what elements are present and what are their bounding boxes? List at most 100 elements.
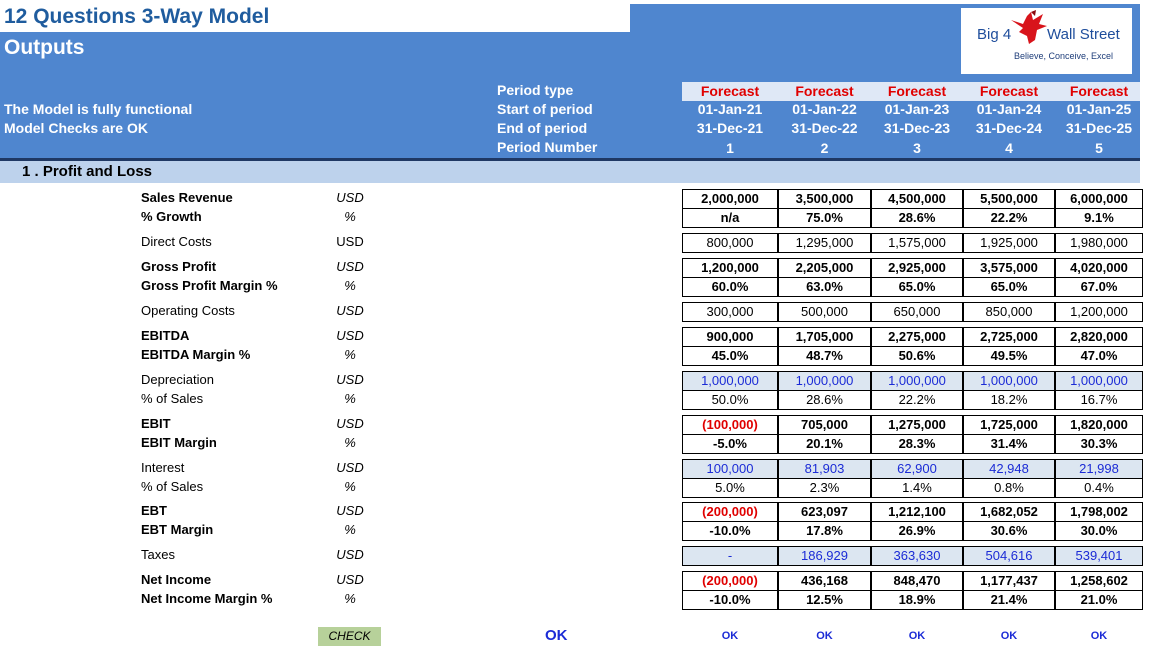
period-number-5: 5 bbox=[1095, 140, 1103, 156]
model-title: 12 Questions 3-Way Model bbox=[4, 5, 270, 28]
period-number-2: 2 bbox=[820, 140, 829, 156]
value-cell[interactable]: 186,929 bbox=[778, 546, 871, 566]
value-cell: 12.5% bbox=[778, 590, 871, 610]
value-cell: 3,575,000 bbox=[963, 258, 1055, 278]
value-cell[interactable]: - bbox=[682, 546, 778, 566]
row-label: EBT bbox=[141, 503, 167, 518]
row-label: Operating Costs bbox=[141, 303, 235, 318]
row-unit: USD bbox=[336, 416, 364, 431]
row-label: Gross Profit bbox=[141, 259, 217, 274]
period-start-5: 01-Jan-25 bbox=[1066, 101, 1132, 117]
row-unit: % bbox=[344, 435, 356, 450]
period-number-3: 3 bbox=[913, 140, 921, 156]
value-cell: 2,820,000 bbox=[1055, 327, 1143, 347]
value-cell: 30.6% bbox=[963, 521, 1055, 541]
value-cell: 9.1% bbox=[1055, 208, 1143, 228]
value-cell: 1,820,000 bbox=[1055, 415, 1143, 435]
period-start-2: 01-Jan-22 bbox=[792, 101, 857, 117]
period-end-2: 31-Dec-22 bbox=[791, 120, 858, 136]
forecast-row-band bbox=[682, 82, 1140, 101]
period-start-label: Start of period bbox=[497, 101, 593, 117]
value-cell: 48.7% bbox=[778, 346, 871, 366]
value-cell: 28.3% bbox=[871, 434, 963, 454]
value-cell: 1,258,602 bbox=[1055, 571, 1143, 591]
row-label: % Growth bbox=[141, 209, 202, 224]
row-unit: USD bbox=[336, 460, 364, 475]
value-cell: 0.8% bbox=[963, 478, 1055, 498]
period-check-4: OK bbox=[1000, 630, 1018, 642]
value-cell: 1,725,000 bbox=[963, 415, 1055, 435]
value-cell: 75.0% bbox=[778, 208, 871, 228]
value-cell: 2.3% bbox=[778, 478, 871, 498]
company-logo: Big 4 Wall Street Believe, Conceive, Exc… bbox=[961, 8, 1132, 74]
sheet-subtitle: Outputs bbox=[4, 36, 85, 59]
value-cell: 1,200,000 bbox=[682, 258, 778, 278]
value-cell: 63.0% bbox=[778, 277, 871, 297]
row-label: Gross Profit Margin % bbox=[141, 278, 278, 293]
period-end-3: 31-Dec-23 bbox=[883, 120, 951, 136]
row-unit: USD bbox=[336, 572, 364, 587]
row-unit: USD bbox=[336, 259, 364, 274]
value-cell: 18.9% bbox=[871, 590, 963, 610]
value-cell: 28.6% bbox=[871, 208, 963, 228]
value-cell[interactable]: 363,630 bbox=[871, 546, 963, 566]
value-cell: 2,205,000 bbox=[778, 258, 871, 278]
row-label: EBITDA bbox=[141, 328, 190, 343]
period-number-1: 1 bbox=[726, 140, 734, 156]
value-cell: 22.2% bbox=[963, 208, 1055, 228]
row-label: % of Sales bbox=[141, 391, 204, 406]
period-number-4: 4 bbox=[1005, 140, 1013, 156]
row-unit: % bbox=[344, 522, 356, 537]
row-unit: USD bbox=[336, 234, 364, 249]
period-number-label: Period Number bbox=[497, 139, 598, 155]
value-cell: 0.4% bbox=[1055, 478, 1143, 498]
value-cell[interactable]: 1,000,000 bbox=[963, 371, 1055, 391]
value-cell[interactable]: 1,000,000 bbox=[682, 371, 778, 391]
row-unit: USD bbox=[336, 303, 364, 318]
period-end-1: 31-Dec-21 bbox=[696, 120, 764, 136]
value-cell: 900,000 bbox=[682, 327, 778, 347]
value-cell[interactable]: 1,000,000 bbox=[778, 371, 871, 391]
value-cell: 500,000 bbox=[778, 302, 871, 322]
value-cell: 30.3% bbox=[1055, 434, 1143, 454]
value-cell[interactable]: 21,998 bbox=[1055, 459, 1143, 479]
value-cell: 1,295,000 bbox=[778, 233, 871, 253]
value-cell[interactable]: 1,000,000 bbox=[871, 371, 963, 391]
value-cell: 50.6% bbox=[871, 346, 963, 366]
value-cell: 2,925,000 bbox=[871, 258, 963, 278]
value-cell[interactable]: 504,616 bbox=[963, 546, 1055, 566]
value-cell[interactable]: 539,401 bbox=[1055, 546, 1143, 566]
value-cell[interactable]: 100,000 bbox=[682, 459, 778, 479]
header-separator bbox=[0, 158, 1140, 161]
value-cell: (200,000) bbox=[682, 502, 778, 522]
value-cell: 50.0% bbox=[682, 390, 778, 410]
value-cell: -10.0% bbox=[682, 521, 778, 541]
value-cell: 21.4% bbox=[963, 590, 1055, 610]
value-cell: 436,168 bbox=[778, 571, 871, 591]
row-label: Net Income Margin % bbox=[141, 591, 273, 606]
value-cell: 30.0% bbox=[1055, 521, 1143, 541]
value-cell[interactable]: 62,900 bbox=[871, 459, 963, 479]
row-unit: USD bbox=[336, 190, 364, 205]
row-label: Net Income bbox=[141, 572, 212, 587]
value-cell: 1,980,000 bbox=[1055, 233, 1143, 253]
value-cell[interactable]: 81,903 bbox=[778, 459, 871, 479]
value-cell: 1,575,000 bbox=[871, 233, 963, 253]
value-cell: 5.0% bbox=[682, 478, 778, 498]
row-label: Taxes bbox=[141, 547, 175, 562]
value-cell: 2,275,000 bbox=[871, 327, 963, 347]
check-button[interactable]: CHECK bbox=[318, 627, 381, 646]
section-title-profit-and-loss: 1 . Profit and Loss bbox=[22, 163, 153, 180]
value-cell: 4,020,000 bbox=[1055, 258, 1143, 278]
value-cell: 65.0% bbox=[871, 277, 963, 297]
value-cell: 705,000 bbox=[778, 415, 871, 435]
period-start-3: 01-Jan-23 bbox=[884, 101, 950, 117]
value-cell: 5,500,000 bbox=[963, 189, 1055, 209]
value-cell: 65.0% bbox=[963, 277, 1055, 297]
value-cell: 4,500,000 bbox=[871, 189, 963, 209]
value-cell: 800,000 bbox=[682, 233, 778, 253]
value-cell[interactable]: 42,948 bbox=[963, 459, 1055, 479]
value-cell[interactable]: 1,000,000 bbox=[1055, 371, 1143, 391]
value-cell: 1,705,000 bbox=[778, 327, 871, 347]
row-label: Interest bbox=[141, 460, 185, 475]
